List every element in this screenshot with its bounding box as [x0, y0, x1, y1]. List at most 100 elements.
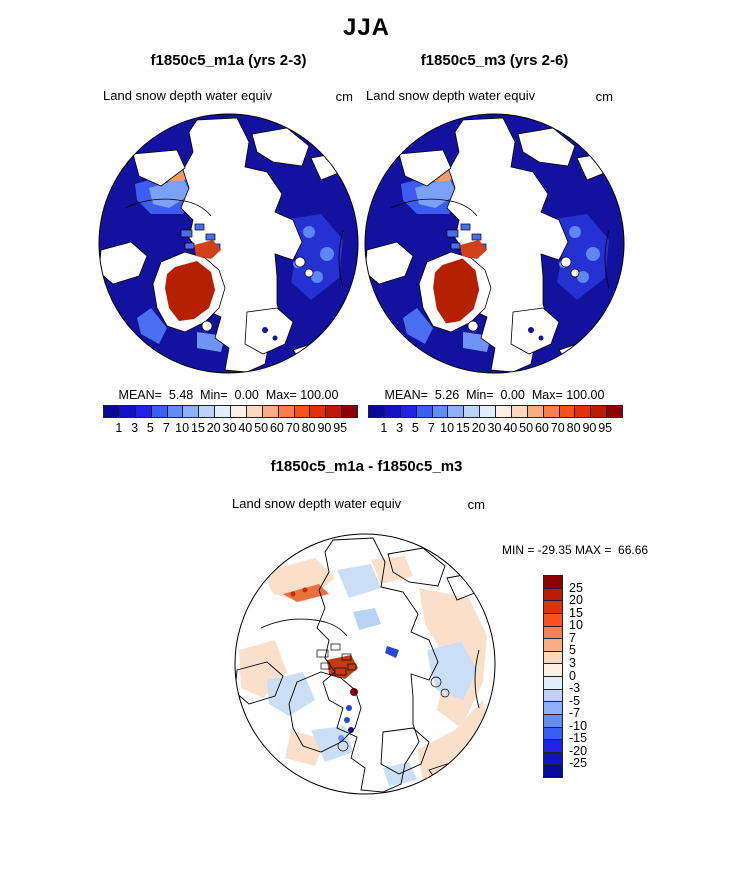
colorbar-tick: 30: [222, 421, 237, 435]
colorbar-segment: [544, 751, 562, 765]
colorbar-segment: [447, 406, 464, 417]
polar-map-m3: [363, 112, 626, 375]
colorbar-segment: [544, 663, 562, 676]
colorbar-tick: 1: [115, 421, 123, 435]
field-label-diff: Land snow depth water equiv: [232, 496, 402, 511]
colorbar-segment: [182, 406, 199, 417]
units-label-m3: cm: [595, 89, 613, 104]
colorbar-ticks-m1a: 1 3 5 7 10 15 20 30 40 50 60 70 80 90 95: [103, 421, 358, 436]
colorbar-segment: [544, 676, 562, 689]
field-row-m1a: Land snow depth water equiv cm: [103, 88, 353, 104]
polar-map-graphic: [364, 113, 625, 374]
colorbar-tick: 3: [396, 421, 404, 435]
colorbar-tick: 10: [175, 421, 190, 435]
colorbar-segment: [544, 638, 562, 651]
difference-colorbar-ticks: 25 20 15 10 7 5 3 0 -3 -5 -7 -10 -15 -20 -25: [569, 575, 603, 778]
colorbar-segment: [479, 406, 495, 417]
field-row-diff: Land snow depth water equiv cm: [232, 496, 485, 512]
colorbar-segment: [544, 650, 562, 664]
greenland-high-snow: [165, 261, 215, 321]
colorbar-segment: [104, 406, 119, 417]
colorbar-segment: [214, 406, 230, 417]
colorbar-segment: [544, 612, 562, 626]
map-boundary: [234, 533, 496, 795]
colorbar-segment: [544, 576, 562, 588]
colorbar-tick: -3: [569, 681, 581, 696]
colorbar-tick: 25: [569, 580, 583, 595]
colorbar-tick: 5: [146, 421, 154, 435]
colorbar-tick: -5: [569, 693, 581, 708]
colorbar-segment: [245, 406, 262, 417]
panel-title-m3: f1850c5_m3 (yrs 2-6): [420, 52, 569, 69]
colorbar-tick: -25: [569, 756, 588, 771]
minmax-text: MIN = -29.35 MAX = 66.66: [502, 543, 649, 557]
colorbar-segment: [261, 406, 278, 417]
colorbar-segment: [495, 406, 511, 417]
colorbar-segment: [150, 406, 167, 417]
coastline: [604, 229, 610, 289]
colorbar-segment: [166, 406, 183, 417]
colorbar-segment: [542, 406, 559, 417]
greenland-high-snow: [433, 258, 480, 324]
colorbar-segment: [341, 406, 357, 417]
colorbar-tick: 95: [333, 421, 348, 435]
colorbar-segment: [574, 406, 591, 417]
colorbar-segment: [526, 406, 543, 417]
colorbar-tick: 50: [519, 421, 534, 435]
colorbar-segment: [293, 406, 310, 417]
colorbar-segment: [463, 406, 480, 417]
colorbar-tick: -20: [569, 743, 588, 758]
stats-m1a: MEAN= 5.48 Min= 0.00 Max= 100.00: [118, 388, 339, 402]
colorbar-tick: 80: [566, 421, 581, 435]
colorbar-tick: 20: [569, 593, 583, 608]
colorbar-tick: 60: [269, 421, 284, 435]
colorbar-segment: [544, 713, 562, 727]
polar-map-m1a: [97, 112, 360, 375]
colorbar-tick: 50: [254, 421, 269, 435]
colorbar-segment: [544, 587, 562, 601]
stats-m3: MEAN= 5.26 Min= 0.00 Max= 100.00: [384, 388, 605, 402]
colorbar-tick: 5: [569, 643, 576, 658]
colorbar-m1a: [103, 405, 358, 418]
colorbar-segment: [230, 406, 246, 417]
colorbar-segment: [277, 406, 294, 417]
colorbar-segment: [118, 406, 135, 417]
colorbar-segment: [309, 406, 326, 417]
colorbar-tick: 20: [471, 421, 486, 435]
units-label-diff: cm: [467, 497, 485, 512]
difference-map: [233, 532, 497, 796]
coastline: [390, 198, 478, 217]
colorbar-tick: 15: [455, 421, 470, 435]
colorbar-tick: 40: [238, 421, 253, 435]
coastline: [124, 198, 212, 217]
colorbar-segment: [544, 688, 562, 702]
negative-diff-spot: [385, 646, 399, 658]
map-boundary: [98, 113, 359, 374]
difference-map-graphic: [234, 533, 496, 795]
colorbar-tick: 3: [131, 421, 139, 435]
colorbar-tick: 7: [162, 421, 170, 435]
high-snow-patch: [460, 240, 487, 259]
panel-title-m1a: f1850c5_m1a (yrs 2-3): [150, 52, 307, 69]
polar-map-graphic: [98, 113, 359, 374]
colorbar-segment: [544, 764, 562, 777]
colorbar-segment: [544, 625, 562, 639]
colorbar-segment: [544, 739, 562, 752]
colorbar-tick: -15: [569, 731, 588, 746]
units-label-m1a: cm: [335, 89, 353, 104]
colorbar-tick: 40: [503, 421, 518, 435]
colorbar-tick: 80: [301, 421, 316, 435]
colorbar-m3: [368, 405, 623, 418]
colorbar-tick: 0: [569, 668, 576, 683]
colorbar-tick: 70: [550, 421, 565, 435]
colorbar-segment: [544, 600, 562, 613]
colorbar-segment: [544, 726, 562, 740]
colorbar-tick: 20: [206, 421, 221, 435]
colorbar-ticks-m3: 1 3 5 7 10 15 20 30 40 50 60 70 80 90 95: [368, 421, 623, 436]
colorbar-segment: [606, 406, 622, 417]
colorbar-segment: [134, 406, 151, 417]
colorbar-tick: 70: [285, 421, 300, 435]
figure-title: JJA: [342, 14, 391, 41]
colorbar-tick: -7: [569, 706, 581, 721]
colorbar-tick: 1: [380, 421, 388, 435]
